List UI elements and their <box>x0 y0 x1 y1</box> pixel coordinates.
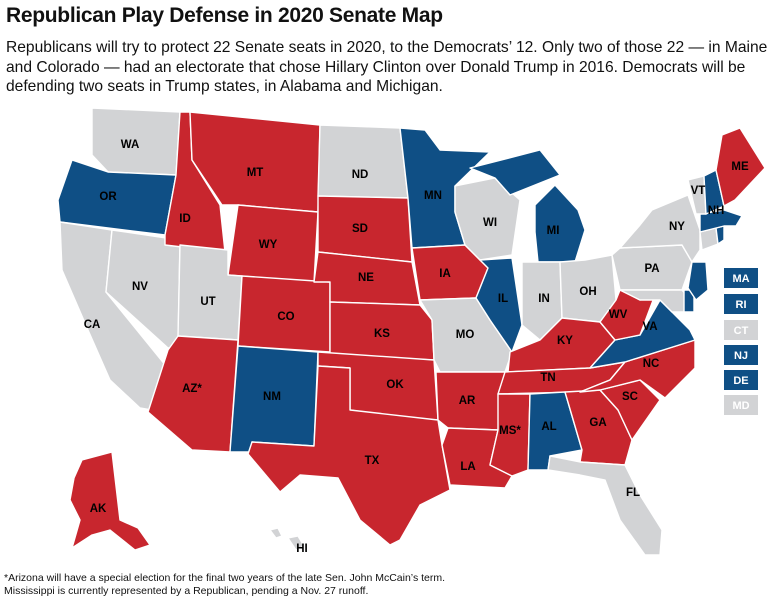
box-RI <box>724 294 758 314</box>
box-label-DE: DE <box>733 375 748 387</box>
label-AK: AK <box>90 503 107 515</box>
label-NM: NM <box>263 391 281 403</box>
box-CT <box>724 320 758 340</box>
label-WA: WA <box>121 139 140 151</box>
label-MT: MT <box>247 167 264 179</box>
map-subtitle: Republicans will try to protect 22 Senat… <box>6 39 768 95</box>
label-NV: NV <box>132 281 148 293</box>
label-MO: MO <box>456 329 475 341</box>
state-NJ <box>687 261 709 301</box>
label-TX: TX <box>365 455 380 467</box>
box-DE <box>724 370 758 390</box>
label-MS: MS* <box>499 425 521 437</box>
box-MD <box>724 395 758 415</box>
state-HI <box>269 527 305 551</box>
label-PA: PA <box>644 263 659 275</box>
label-WV: WV <box>609 309 628 321</box>
label-AL: AL <box>541 421 556 433</box>
label-SD: SD <box>352 223 368 235</box>
state-RI <box>715 225 725 245</box>
map-title: Republican Play Defense in 2020 Senate M… <box>6 4 443 27</box>
label-CO: CO <box>277 311 294 323</box>
label-ND: ND <box>352 169 369 181</box>
state-MI <box>469 149 586 263</box>
state-TX <box>247 365 451 546</box>
label-WY: WY <box>259 239 278 251</box>
state-MA <box>699 209 743 233</box>
label-LA: LA <box>460 461 475 473</box>
label-IN: IN <box>538 293 550 305</box>
label-WI: WI <box>483 217 497 229</box>
box-MA <box>724 268 758 288</box>
state-ME <box>715 127 766 207</box>
box-label-MA: MA <box>732 273 749 285</box>
state-AK <box>69 451 151 551</box>
footnote-line-2: Mississippi is currently represented by … <box>4 585 369 597</box>
label-NE: NE <box>358 272 374 284</box>
state-IL <box>475 257 523 353</box>
footnote: *Arizona will have a special election fo… <box>4 572 445 598</box>
label-NY: NY <box>669 221 685 233</box>
box-label-MD: MD <box>732 400 749 412</box>
label-MI: MI <box>547 225 560 237</box>
state-FL <box>547 455 663 556</box>
small-state-boxes: MA RI CT NJ DE MD <box>724 268 758 415</box>
box-label-RI: RI <box>736 299 747 311</box>
label-ME: ME <box>731 161 749 173</box>
box-NJ <box>724 345 758 365</box>
label-IL: IL <box>498 293 508 305</box>
box-label-NJ: NJ <box>734 350 748 362</box>
label-CA: CA <box>84 319 101 331</box>
label-AR: AR <box>459 395 476 407</box>
label-NC: NC <box>643 358 660 370</box>
label-IA: IA <box>439 268 451 280</box>
label-OK: OK <box>386 379 404 391</box>
label-OH: OH <box>579 286 596 298</box>
label-KS: KS <box>374 328 390 340</box>
footnote-line-1: *Arizona will have a special election fo… <box>4 572 446 584</box>
label-FL: FL <box>626 487 640 499</box>
label-ID: ID <box>179 213 191 225</box>
label-NH: NH <box>708 205 725 217</box>
label-VT: VT <box>691 185 706 197</box>
label-MN: MN <box>424 190 442 202</box>
label-AZ: AZ* <box>182 383 202 395</box>
label-KY: KY <box>557 335 573 347</box>
box-label-CT: CT <box>734 325 749 337</box>
label-HI: HI <box>296 543 308 555</box>
label-VA: VA <box>642 321 657 333</box>
label-OR: OR <box>99 191 117 203</box>
label-GA: GA <box>589 417 606 429</box>
label-TN: TN <box>540 372 555 384</box>
label-SC: SC <box>622 391 638 403</box>
state-ND <box>317 124 409 199</box>
label-UT: UT <box>200 296 215 308</box>
